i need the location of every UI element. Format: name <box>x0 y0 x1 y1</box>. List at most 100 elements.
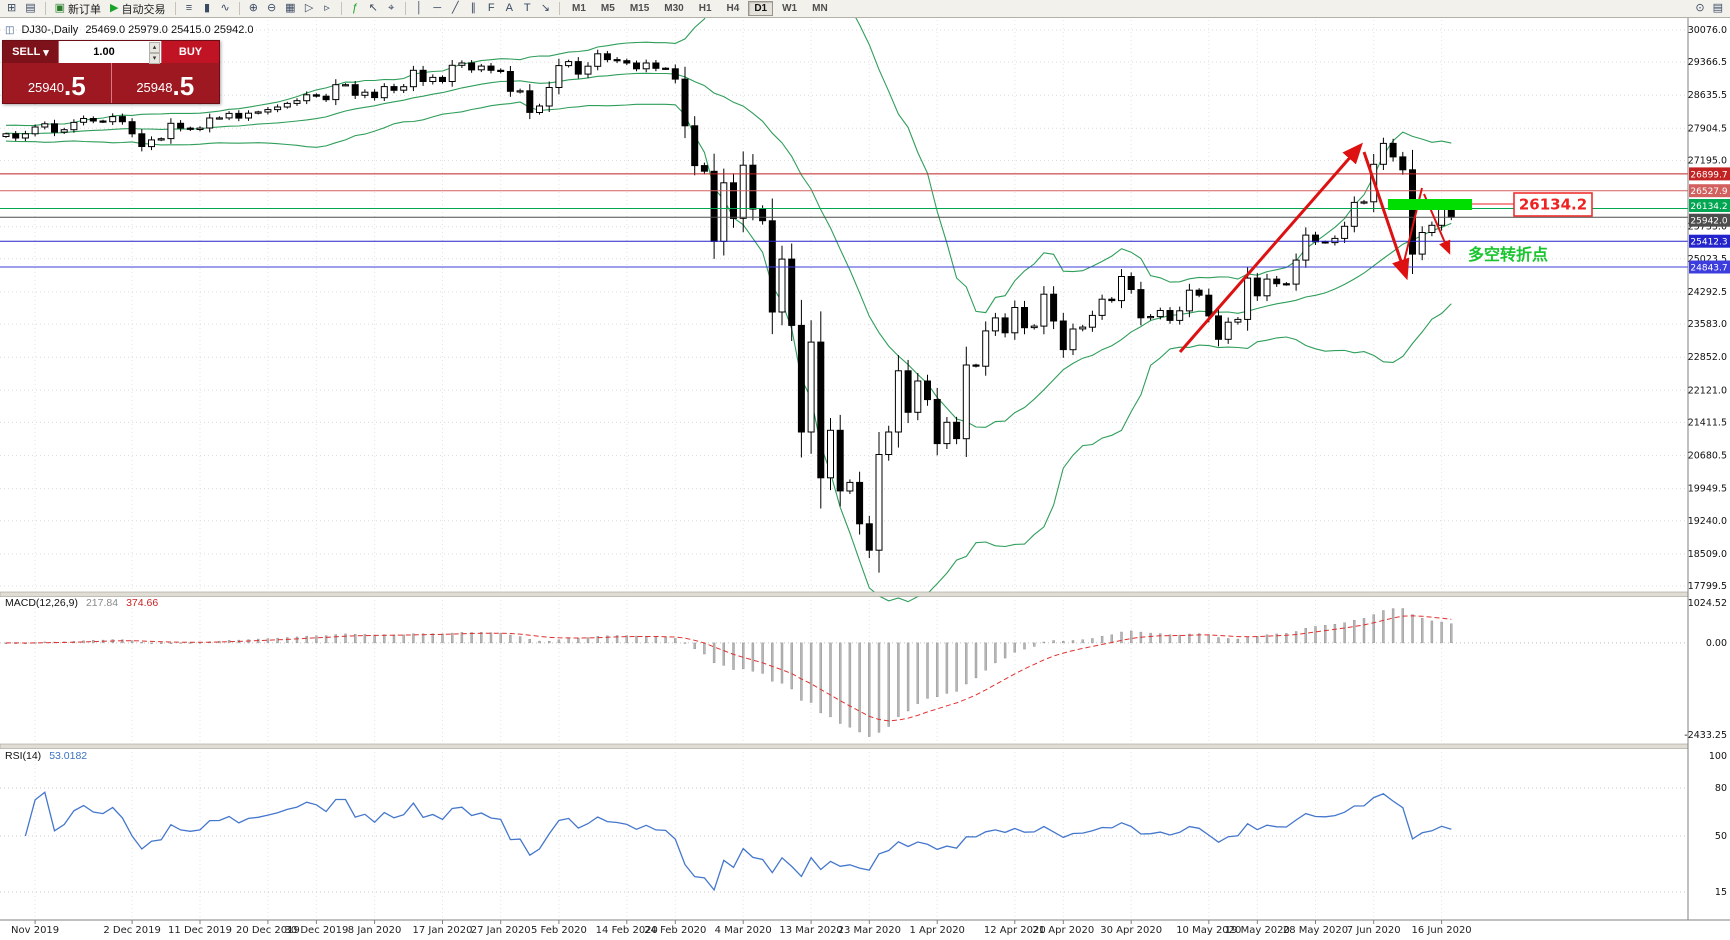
rsi-value: 53.0182 <box>49 750 88 762</box>
price-tag-24843.7: 24843.7 <box>1689 260 1730 274</box>
chart-symbol-title: ◫ DJ30-,Daily 25469.0 25979.0 25415.0 25… <box>5 24 254 36</box>
profiles-button[interactable]: ▤ <box>21 1 39 17</box>
tile-windows-button[interactable]: ▦ <box>281 1 299 17</box>
time-axis-label: 14 Feb 2020 <box>596 925 658 936</box>
time-axis-label: 27 Jan 2020 <box>471 925 531 936</box>
time-axis-label: 16 Jun 2020 <box>1412 925 1472 936</box>
zoom-in-button[interactable]: ⊕ <box>245 1 262 17</box>
macd-indicator-label: MACD(12,26,9) 217.84 374.66 <box>5 597 158 609</box>
timeframe-h1-button[interactable]: H1 <box>698 3 712 14</box>
trendline-tool-icon: ╱ <box>451 2 459 14</box>
time-axis-label: 7 Jun 2020 <box>1347 925 1401 936</box>
new-order-label: 新订单 <box>68 3 102 16</box>
zoom-in-icon: ⊕ <box>248 2 258 14</box>
price-axis-label: 27195.0 <box>1688 156 1727 167</box>
trendline-tool-button[interactable]: ╱ <box>447 1 464 17</box>
zoom-out-button[interactable]: ⊖ <box>263 1 280 17</box>
sell-button[interactable]: SELL ▾ <box>3 41 59 63</box>
price-axis-label: 18509.0 <box>1688 549 1727 560</box>
volume-input[interactable] <box>59 41 161 63</box>
chart-bars-button[interactable]: ≡ <box>181 1 198 17</box>
new-chart-button[interactable]: ⊞ <box>3 1 20 17</box>
time-axis-label: 13 Mar 2020 <box>779 925 842 936</box>
timeframe-d1-button[interactable]: D1 <box>748 1 774 16</box>
macd-histogram <box>4 608 1453 737</box>
trend-arrow-0[interactable] <box>1178 142 1363 353</box>
symbol-period-label: DJ30-,Daily <box>21 24 79 36</box>
chart-candles-button[interactable]: ▮ <box>199 1 216 17</box>
text-tool-button[interactable]: A <box>501 1 518 17</box>
time-axis-label: 10 May 2020 <box>1176 925 1241 936</box>
highlight-bar[interactable] <box>1388 199 1472 210</box>
timeframe-m5-button[interactable]: M5 <box>600 3 615 14</box>
price-callout[interactable]: 26134.2 <box>1513 192 1593 217</box>
panels-button[interactable]: ▤ <box>1709 1 1727 17</box>
price-tag-25942.0: 25942.0 <box>1689 213 1730 227</box>
timeframe-m15-button[interactable]: M15 <box>629 3 650 14</box>
cursor-icon: ↖ <box>368 2 378 14</box>
cursor-button[interactable]: ↖ <box>365 1 382 17</box>
grid-horizontal <box>0 29 1688 587</box>
time-axis-label: 4 Mar 2020 <box>715 925 772 936</box>
rsi-line <box>24 791 1452 892</box>
indicators-button[interactable]: ƒ <box>347 1 364 17</box>
macd-axis-label: 1024.52 <box>1688 598 1727 609</box>
price-axis-label: 25733.0 <box>1688 222 1727 233</box>
time-axis-label: 30 Apr 2020 <box>1100 925 1162 936</box>
buy-price-frac: .5 <box>172 71 195 101</box>
timeframe-mn-button[interactable]: MN <box>812 3 828 14</box>
volume-up-icon[interactable]: ▴ <box>149 42 160 53</box>
buy-price-display[interactable]: 25948 .5 <box>112 63 220 103</box>
magnifier-button[interactable]: ⊙ <box>1691 1 1708 17</box>
toolbar-separator <box>238 2 240 15</box>
price-axis[interactable]: 30076.0 29366.5 28635.5 27904.5 27195.0 25733… <box>1684 18 1730 920</box>
text-tool-icon: A <box>505 2 513 14</box>
time-axis-label: 12 Apr 2020 <box>984 925 1046 936</box>
chart-line-button[interactable]: ∿ <box>217 1 234 17</box>
timeframe-m1-button[interactable]: M1 <box>572 3 586 14</box>
sell-price-display[interactable]: 25940 .5 <box>3 63 112 103</box>
buy-button[interactable]: BUY <box>161 41 219 63</box>
zoom-out-icon: ⊖ <box>266 2 277 14</box>
timeframe-m30-button[interactable]: M30 <box>664 3 684 14</box>
sell-price-frac: .5 <box>63 71 86 101</box>
trend-arrow-1[interactable] <box>1362 151 1410 281</box>
new-order-button[interactable]: ▣ 新订单 <box>51 1 105 17</box>
crosshair-button[interactable]: ⌖ <box>383 1 400 17</box>
macd-main-value: 217.84 <box>85 597 119 609</box>
chart-shift-button[interactable]: ▹ <box>319 1 336 17</box>
volume-down-icon[interactable]: ▾ <box>149 53 160 64</box>
fibonacci-tool-button[interactable]: F <box>483 1 500 17</box>
price-axis-label: 22852.0 <box>1688 352 1727 363</box>
panel-separator[interactable] <box>0 591 1730 597</box>
timeframe-h4-button[interactable]: H4 <box>726 3 740 14</box>
arrows-tool-button[interactable]: ↘ <box>537 1 554 17</box>
rsi-name: RSI(14) <box>5 750 42 762</box>
vline-tool-button[interactable]: │ <box>411 1 428 17</box>
panel-separator[interactable] <box>0 743 1730 749</box>
toolbar: ⊞ ▤ ▣ 新订单 ▶ 自动交易 ≡ ▮ ∿ ⊕ ⊖ ▦ ▷ ▹ ƒ ↖ ⌖ │ ─ ╱ ∥ F A T ↘ M1 M5 M15 M30… <box>0 0 1730 18</box>
channel-tool-button[interactable]: ∥ <box>465 1 482 17</box>
candles <box>2 49 1455 573</box>
rsi-axis-label: 80 <box>1715 783 1727 794</box>
rsi-axis-label: 15 <box>1715 887 1727 898</box>
price-axis-label: 17799.5 <box>1688 581 1727 592</box>
auto-scroll-button[interactable]: ▷ <box>301 1 318 17</box>
timeframe-w1-button[interactable]: W1 <box>782 3 798 14</box>
price-axis-label: 27904.5 <box>1688 123 1727 134</box>
arrows-tool-icon: ↘ <box>540 2 550 14</box>
pivot-point-label[interactable]: 多空转折点 <box>1468 245 1548 264</box>
toolbar-separator <box>174 2 176 15</box>
time-axis[interactable]: Nov 2019 2 Dec 2019 11 Dec 2019 20 Dec 2019… <box>0 919 1730 936</box>
hline-tool-icon: ─ <box>433 2 442 14</box>
vline-tool-icon: │ <box>415 2 423 14</box>
sell-price-main: 25940 <box>27 80 64 95</box>
time-axis-label: 2 Dec 2019 <box>103 925 161 936</box>
hline-tool-button[interactable]: ─ <box>429 1 446 17</box>
autotrading-button[interactable]: ▶ 自动交易 <box>106 1 169 17</box>
svg-text:25412.3: 25412.3 <box>1690 238 1727 248</box>
label-tool-button[interactable]: T <box>519 1 536 17</box>
chart-window-icon: ◫ <box>5 24 15 36</box>
chart-shift-icon: ▹ <box>324 2 330 14</box>
